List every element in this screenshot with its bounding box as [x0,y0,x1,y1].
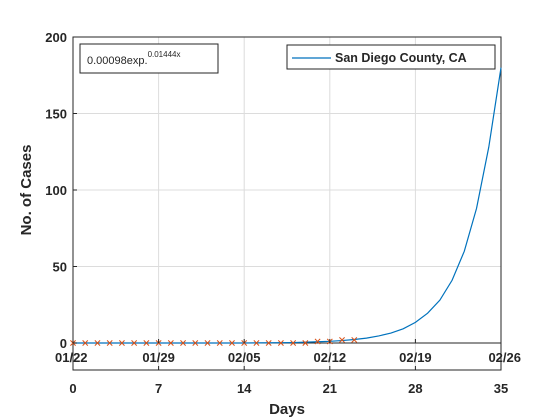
data-point-marker [118,340,125,346]
y-tick-label: 0 [60,336,67,351]
data-point-marker [265,340,272,346]
marker-stroke [314,338,321,345]
data-point-marker [339,336,345,343]
data-point-marker [351,336,358,343]
annotation-text: 0.00098exp.0.01444x [87,50,180,67]
marker-stroke [131,340,138,346]
x-tick-label: 14 [237,381,252,396]
data-point-marker [216,340,223,346]
data-point-marker [192,340,199,346]
annotation-base: 0.00098exp. [87,55,148,67]
marker-stroke [351,336,358,343]
marker-stroke [216,340,223,346]
marker-stroke [277,340,284,346]
y-tick-label: 100 [45,183,67,198]
equation-annotation: 0.00098exp.0.01444x [79,43,219,74]
legend: San Diego County, CA [286,44,496,70]
y-tick-label: 200 [45,30,67,45]
y-tick-label: 150 [45,107,67,122]
marker-stroke [339,336,345,343]
data-point-marker [229,340,235,346]
marker-stroke [180,340,187,346]
x-axis-title: Days [269,401,305,418]
marker-stroke [253,340,260,346]
marker-stroke [106,340,113,346]
data-point-marker [302,340,309,346]
date-tick-label: 01/29 [142,350,175,365]
date-tick-label: 02/26 [488,350,521,365]
date-tick-label: 02/12 [314,350,347,365]
series-line [73,67,502,344]
y-tick-label: 50 [53,260,67,275]
data-point-marker [143,340,150,346]
data-point-marker [204,340,211,346]
x-tick-label: 0 [69,381,76,396]
data-point-marker [290,340,297,346]
grid-lines [73,37,501,370]
marker-stroke [143,340,150,346]
data-point-marker [106,340,113,346]
date-tick-label: 02/05 [228,350,261,365]
x-tick-label: 35 [494,381,508,396]
date-axis-frame [72,342,502,371]
annotation-box [79,43,219,74]
marker-stroke [229,340,235,346]
axis-ticks: 0 7 14 21 28 35 0 50 100 150 200 01/22 01/29 02/05 02/… [45,30,521,396]
x-tick-label: 21 [323,381,337,396]
data-point-marker [180,340,187,346]
marker-stroke [82,340,89,346]
marker-stroke [265,340,272,346]
date-tick-label: 02/19 [399,350,432,365]
marker-stroke [192,340,199,346]
marker-stroke [94,340,101,346]
data-point-marker [277,340,284,346]
legend-label: San Diego County, CA [335,51,467,65]
marker-stroke [302,340,309,346]
x-tick-label: 7 [155,381,162,396]
data-point-marker [167,340,174,346]
marker-stroke [204,340,211,346]
data-point-marker [131,340,138,346]
data-point-marker [82,340,89,346]
annotation-exponent: 0.01444x [148,50,181,59]
marker-stroke [290,340,297,346]
series-marks [70,67,502,346]
legend-box [286,44,496,70]
y-axis-title: No. of Cases [18,145,35,236]
marker-stroke [118,340,125,346]
marker-stroke [167,340,174,346]
data-point-marker [253,340,260,346]
data-point-marker [94,340,101,346]
date-tick-label: 01/22 [55,350,88,365]
data-point-marker [314,338,321,345]
x-tick-label: 28 [408,381,422,396]
